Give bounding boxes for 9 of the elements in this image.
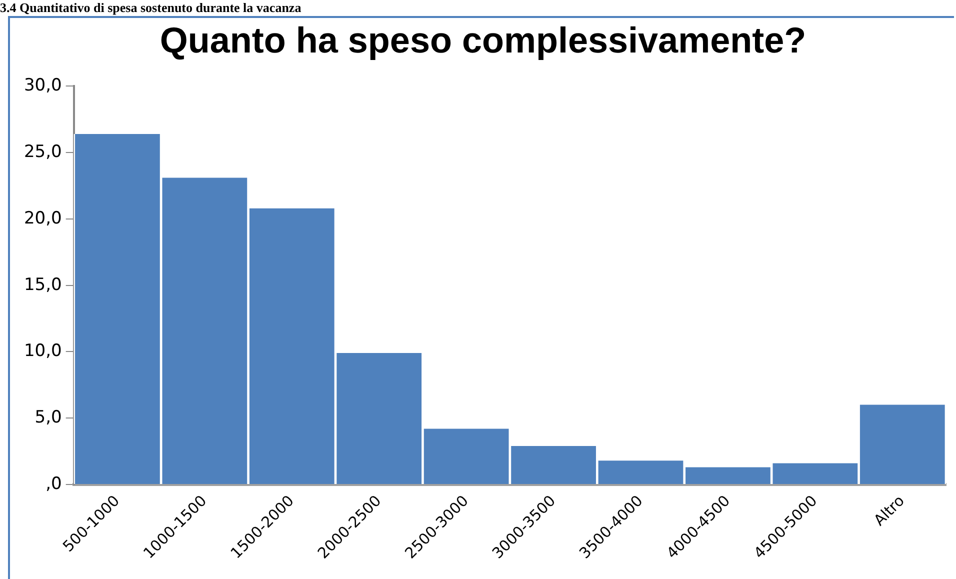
y-tick-label: ,0 <box>46 474 62 494</box>
y-tick-label: 10,0 <box>24 341 62 362</box>
y-tick-label: 5,0 <box>34 408 62 428</box>
y-tick-label: 25,0 <box>24 142 62 162</box>
y-tick-label: 30,0 <box>24 76 62 96</box>
text: 3.4 Quantitativo di spesa sostenuto durante la vacanza <box>0 0 302 15</box>
chart-title: Quanto ha speso complessivamente? <box>160 20 806 61</box>
y-tick-label: 15,0 <box>24 274 62 295</box>
y-tick-label: 20,0 <box>24 208 62 228</box>
